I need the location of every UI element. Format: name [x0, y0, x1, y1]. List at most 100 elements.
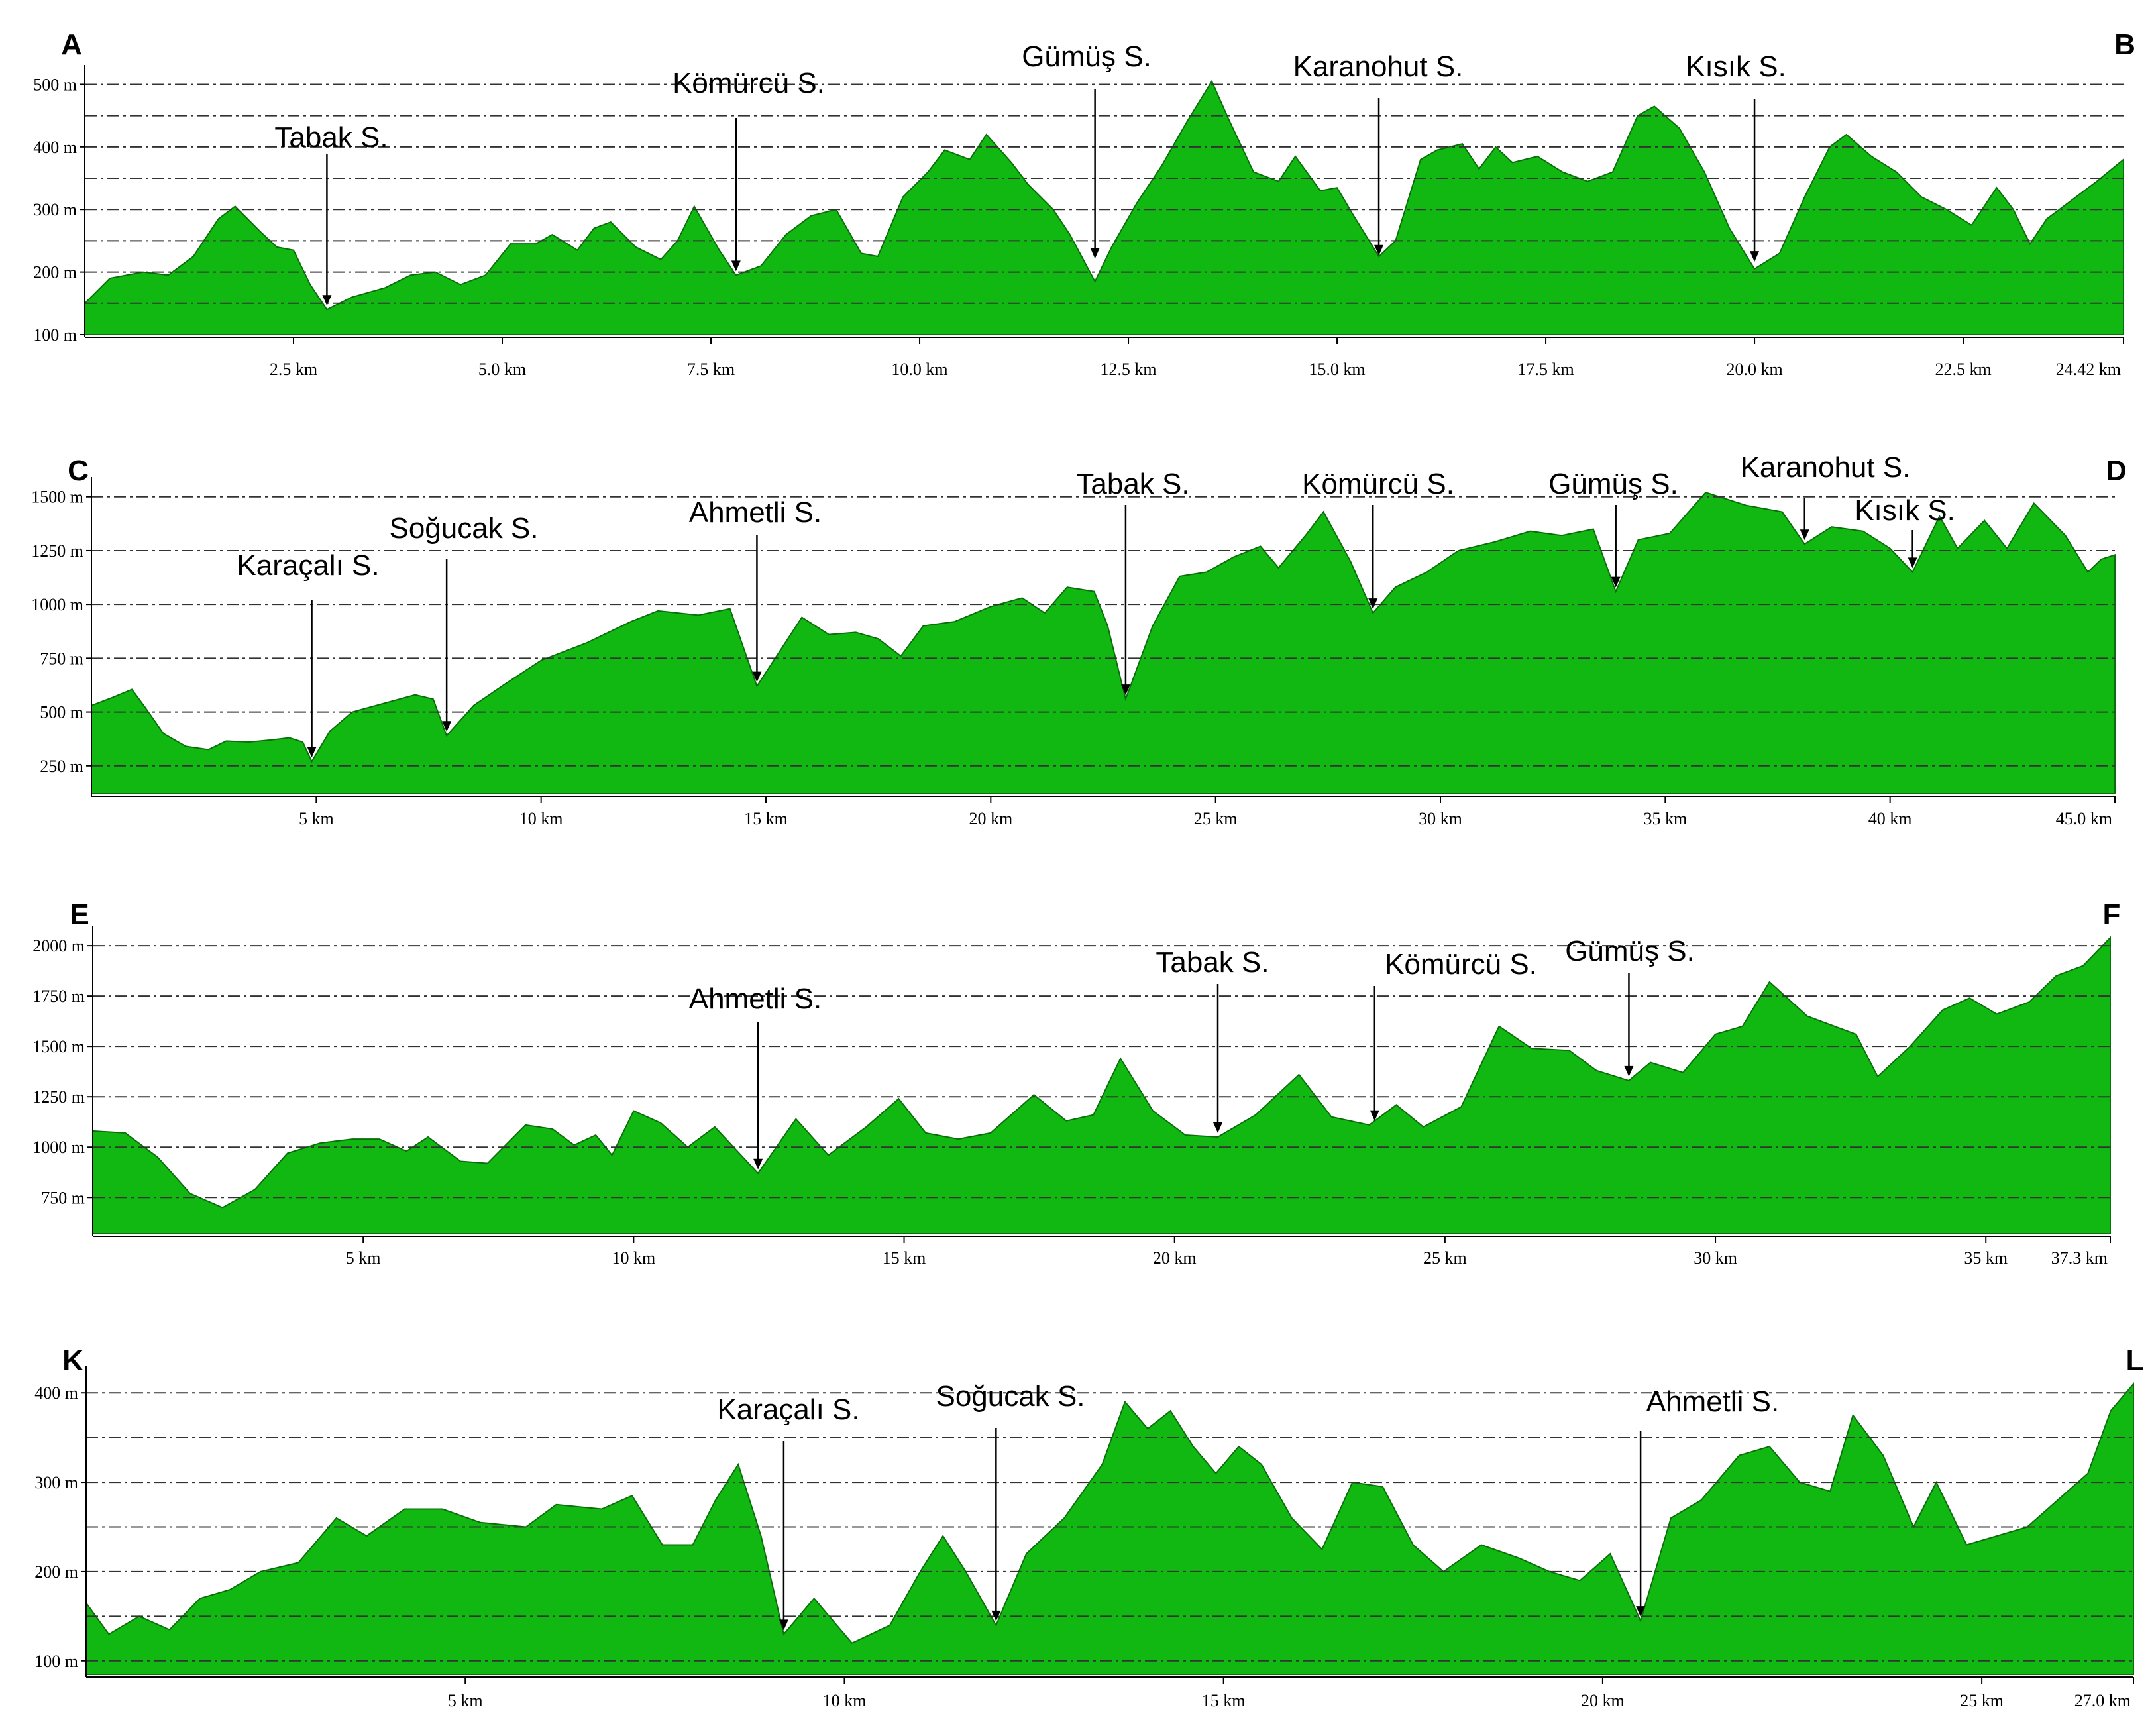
valley-arrow-head: [779, 1619, 788, 1631]
valley-label: Gümüş S.: [1565, 935, 1695, 967]
valley-label: Gümüş S.: [1022, 40, 1152, 73]
valley-arrow-head: [1120, 684, 1130, 696]
y-tick-label: 750 m: [40, 649, 83, 668]
x-tick-label: 12.5 km: [1100, 360, 1156, 379]
x-tick-label: 20 km: [1581, 1691, 1625, 1710]
elevation-area: [91, 492, 2116, 794]
x-tick-label: 30 km: [1419, 809, 1462, 828]
valley-label: Ahmetli S.: [689, 983, 822, 1015]
y-tick-label: 1500 m: [31, 488, 83, 507]
profile-start-label: E: [70, 898, 89, 931]
valley-arrow-head: [1611, 576, 1621, 588]
x-tick-label: 5 km: [448, 1691, 483, 1710]
x-tick-label: 5.0 km: [478, 360, 526, 379]
valley-label: Kömürcü S.: [1385, 948, 1537, 981]
y-tick-label: 300 m: [33, 200, 77, 219]
valley-arrow-head: [1750, 251, 1760, 262]
valley-label: Ahmetli S.: [689, 496, 822, 529]
x-tick-label: 7.5 km: [687, 360, 735, 379]
valley-label: Karanohut S.: [1293, 50, 1464, 83]
y-tick-label: 400 m: [34, 1383, 78, 1403]
y-tick-label: 1000 m: [31, 595, 83, 614]
x-tick-label: 2.5 km: [270, 360, 317, 379]
x-tick-label: 25 km: [1423, 1248, 1467, 1268]
valley-arrow-head: [322, 295, 332, 306]
valley-label: Karanohut S.: [1741, 451, 1911, 484]
x-tick-label: 20 km: [1153, 1248, 1197, 1268]
y-tick-label: 200 m: [34, 1562, 78, 1582]
valley-label: Kömürcü S.: [672, 67, 825, 99]
x-tick-label: 5 km: [299, 809, 334, 828]
x-tick-label: 35 km: [1643, 809, 1687, 828]
profile-start-label: K: [62, 1344, 83, 1377]
y-tick-label: 200 m: [33, 263, 77, 282]
x-tick-label: 30 km: [1694, 1248, 1737, 1268]
y-tick-label: 300 m: [34, 1473, 78, 1492]
x-tick-label: 15 km: [883, 1248, 926, 1268]
x-tick-label: 5 km: [346, 1248, 381, 1268]
valley-arrow-head: [307, 747, 317, 758]
elevation-area: [85, 1382, 2134, 1675]
y-tick-label: 750 m: [41, 1188, 85, 1207]
valley-arrow-head: [442, 721, 452, 732]
valley-arrow-head: [1636, 1606, 1646, 1617]
valley-arrow-head: [1908, 557, 1917, 569]
x-tick-label: 25 km: [1194, 809, 1238, 828]
profile-start-label: A: [61, 28, 82, 61]
y-tick-label: 1000 m: [32, 1138, 85, 1157]
profile-end-label: B: [2114, 28, 2135, 61]
valley-label: Tabak S.: [274, 121, 388, 154]
profile-panel-A-B: 100 m 200 m 300 m 400 m 500 m 2.5 km 5.0 km 7.5…: [33, 28, 2135, 379]
x-tick-label: 35 km: [1964, 1248, 2008, 1268]
x-tick-label: 15.0 km: [1309, 360, 1365, 379]
valley-arrow-head: [752, 671, 762, 682]
valley-arrow-head: [731, 260, 741, 272]
profile-end-label: F: [2103, 898, 2121, 931]
x-tick-label: 22.5 km: [1935, 360, 1991, 379]
y-tick-label: 1500 m: [32, 1037, 85, 1056]
valley-label: Kısık S.: [1855, 494, 1955, 527]
valley-arrow-head: [1090, 248, 1100, 259]
y-tick-label: 100 m: [33, 325, 77, 345]
y-tick-label: 1250 m: [32, 1087, 85, 1107]
valley-label: Ahmetli S.: [1646, 1385, 1780, 1418]
valley-label: Kömürcü S.: [1302, 468, 1454, 500]
x-tick-label: 15 km: [1202, 1691, 1246, 1710]
x-tick-label: 25 km: [1960, 1691, 2004, 1710]
x-tick-label: 10 km: [519, 809, 563, 828]
x-tick-label: 24.42 km: [2056, 360, 2121, 379]
x-tick-label: 17.5 km: [1517, 360, 1574, 379]
y-tick-label: 400 m: [33, 138, 77, 157]
valley-arrow-head: [1368, 598, 1378, 610]
x-tick-label: 10.0 km: [891, 360, 947, 379]
valley-arrow-head: [1370, 1110, 1379, 1121]
profile-start-label: C: [68, 455, 89, 487]
y-tick-label: 2000 m: [32, 936, 85, 955]
valley-label: Gümüş S.: [1548, 468, 1678, 500]
valley-label: Kısık S.: [1686, 50, 1786, 83]
y-tick-label: 100 m: [34, 1652, 78, 1671]
x-tick-label: 20.0 km: [1726, 360, 1782, 379]
x-tick-label: 20 km: [969, 809, 1012, 828]
profile-end-label: D: [2106, 455, 2127, 487]
valley-arrow-head: [1374, 244, 1384, 256]
profile-panel-E-F: 750 m 1000 m 1250 m 1500 m 1750 m 2000 m 5 km 1…: [32, 898, 2120, 1268]
valley-label: Karaçalı S.: [237, 549, 379, 582]
x-tick-label: 45.0 km: [2056, 809, 2112, 828]
valley-label: Soğucak S.: [389, 512, 538, 545]
profile-panel-K-L: 100 m 200 m 300 m 400 m 5 km 10 km 15 km 20 km 2…: [34, 1344, 2143, 1710]
x-tick-label: 37.3 km: [2051, 1248, 2108, 1268]
y-tick-label: 1250 m: [31, 541, 83, 561]
valley-arrow-head: [1624, 1065, 1634, 1077]
x-tick-label: 27.0 km: [2074, 1691, 2131, 1710]
x-tick-label: 40 km: [1868, 809, 1912, 828]
y-tick-label: 500 m: [33, 75, 77, 94]
valley-label: Soğucak S.: [936, 1380, 1085, 1413]
profile-end-label: L: [2126, 1344, 2144, 1377]
y-tick-label: 500 m: [40, 703, 83, 722]
x-tick-label: 15 km: [744, 809, 788, 828]
valley-label: Tabak S.: [1076, 468, 1189, 500]
valley-arrow-head: [1800, 529, 1809, 541]
